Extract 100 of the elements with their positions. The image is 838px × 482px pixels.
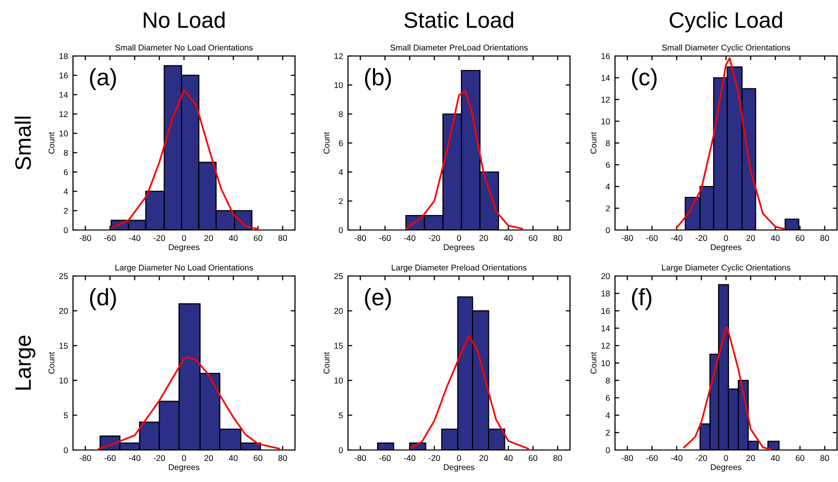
x-tick-label: 40 [770, 455, 780, 461]
x-tick-label: 80 [820, 455, 829, 461]
y-tick-label: 8 [606, 378, 610, 384]
x-tick-label: 20 [746, 455, 755, 461]
x-tick-label: -80 [354, 455, 366, 461]
y-tick-label: 14 [602, 75, 610, 81]
text: Small [14, 116, 31, 170]
x-tick-label: -80 [80, 455, 92, 461]
chart-title: Large Diameter No Load Orientations [115, 264, 253, 272]
y-tick-label: 5 [64, 412, 68, 418]
x-tick-label: 60 [254, 235, 262, 241]
y-tick-label: 0 [606, 227, 610, 234]
y-tick-label: 0 [338, 447, 343, 454]
x-tick-label: -80 [354, 235, 366, 241]
y-tick-label: 0 [64, 227, 68, 234]
y-tick-label: 10 [60, 130, 68, 136]
annotation: (a) [90, 68, 116, 90]
y-tick-label: 4 [338, 169, 343, 176]
x-axis-title: Degrees [168, 464, 200, 472]
x-tick-label: -80 [622, 455, 634, 461]
y-tick-label: 0 [64, 447, 68, 454]
x-tick-label: 0 [457, 235, 461, 241]
x-tick-label: -20 [696, 455, 708, 461]
annotation: (c) [632, 68, 657, 90]
line-series [405, 90, 523, 230]
x-tick-label: -60 [646, 455, 658, 461]
y-tick-label: 5 [338, 412, 343, 418]
y-tick-label: 15 [334, 342, 343, 349]
x-tick-label: -60 [646, 235, 658, 241]
x-tick-label: -20 [428, 455, 440, 461]
x-tick-label: 60 [528, 455, 538, 461]
y-tick-label: 15 [60, 342, 68, 349]
text: Static Load [404, 12, 514, 28]
x-tick-label: -20 [154, 235, 166, 241]
y-tick-label: 6 [606, 162, 610, 168]
chart-title: Small Diameter Cyclic Orientations [662, 44, 790, 52]
y-axis-title: Count [590, 352, 596, 374]
chart-title: Large Diameter Cyclic Orientations [662, 264, 790, 272]
x-tick-label: 20 [746, 235, 755, 241]
x-tick-label: -40 [671, 235, 682, 241]
y-tick-label: 12 [602, 342, 610, 349]
x-tick-label: 60 [796, 455, 804, 461]
text: Large [15, 336, 36, 390]
y-tick-label: 18 [602, 290, 610, 296]
y-tick-label: 20 [334, 308, 343, 314]
annotation: (d) [90, 288, 116, 310]
y-tick-label: 2 [606, 205, 610, 212]
x-tick-label: 80 [278, 455, 287, 461]
chart-title: Large Diameter Preload Orientations [392, 264, 527, 272]
y-tick-label: 14 [602, 325, 610, 332]
annotation: (e) [365, 288, 391, 310]
y-axis-title: Count [590, 132, 596, 154]
x-tick-label: 0 [724, 235, 728, 241]
x-tick-label: 40 [504, 455, 513, 461]
x-axis-title: Degrees [444, 464, 474, 472]
y-tick-label: 2 [64, 208, 68, 214]
y-tick-label: 6 [606, 395, 610, 401]
y-tick-label: 20 [601, 273, 610, 280]
x-tick-label: 20 [204, 455, 213, 461]
x-axis-title: Degrees [444, 244, 474, 252]
x-tick-label: 80 [278, 235, 287, 241]
y-tick-label: 4 [606, 412, 610, 418]
x-tick-label: -40 [404, 455, 416, 461]
x-tick-label: 80 [820, 235, 829, 241]
y-tick-label: 12 [334, 53, 343, 60]
y-tick-label: 8 [338, 111, 343, 118]
annotation: (f) [632, 288, 652, 310]
x-axis-title: Degrees [168, 244, 200, 252]
y-tick-label: 6 [64, 169, 68, 176]
x-tick-label: 20 [479, 455, 488, 461]
x-tick-label: 40 [770, 235, 780, 241]
x-tick-label: -60 [379, 455, 391, 461]
line-series [110, 89, 259, 230]
y-tick-label: 18 [60, 53, 68, 60]
x-tick-label: -40 [671, 455, 682, 461]
line-series [410, 335, 529, 450]
y-tick-label: 10 [334, 378, 343, 384]
x-tick-label: 60 [796, 235, 804, 241]
y-tick-label: 12 [602, 96, 610, 103]
y-tick-label: 25 [59, 273, 68, 280]
x-tick-label: -80 [622, 235, 634, 241]
y-tick-label: 8 [606, 140, 610, 146]
y-axis-title: Count [324, 132, 330, 154]
x-axis-title: Degrees [710, 464, 742, 472]
x-tick-label: -60 [379, 235, 391, 241]
chart-title: Small Diameter PreLoad Orientations [390, 44, 528, 51]
y-tick-label: 6 [338, 140, 343, 146]
y-tick-label: 14 [60, 92, 68, 98]
y-axis-title: Count [324, 352, 330, 374]
y-tick-label: 10 [602, 360, 610, 366]
x-tick-label: -60 [104, 235, 116, 241]
y-tick-label: 16 [60, 72, 68, 78]
x-tick-label: 20 [204, 235, 213, 241]
y-tick-label: 10 [334, 82, 343, 88]
x-tick-label: -40 [129, 235, 140, 241]
y-tick-label: 16 [602, 53, 610, 60]
x-tick-label: 60 [528, 235, 538, 241]
y-tick-label: 4 [606, 184, 610, 190]
y-tick-label: 16 [602, 308, 610, 314]
x-tick-label: 40 [228, 235, 238, 241]
